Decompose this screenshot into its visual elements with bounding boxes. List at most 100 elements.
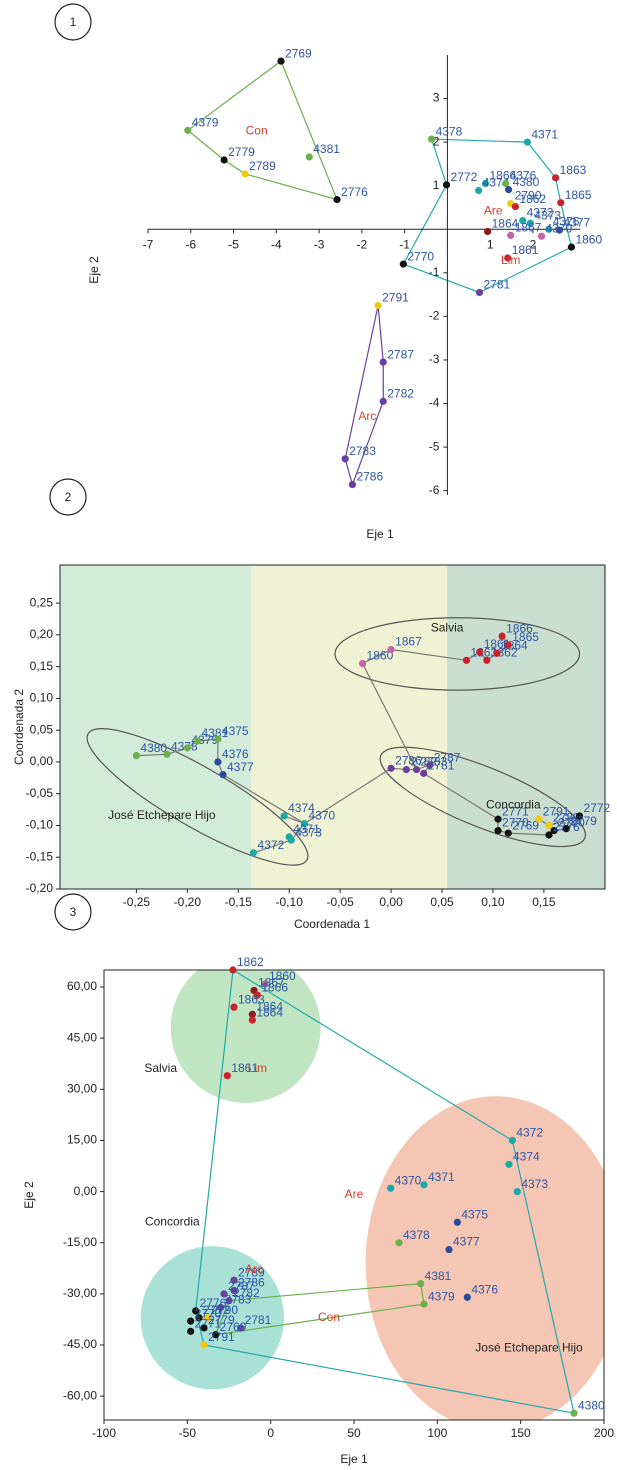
x-tick-label: -1 (399, 237, 410, 251)
point (387, 1184, 395, 1192)
group-ellipse (86, 728, 309, 866)
y-tick-label: 0,20 (30, 627, 54, 641)
point-label: 1867 (395, 635, 422, 649)
point (132, 751, 141, 760)
point-label: 2772 (584, 801, 611, 815)
y-tick-label: 2 (433, 134, 440, 148)
x-tick-label: 200 (594, 1426, 614, 1440)
point-label: 1861 (512, 243, 539, 257)
point-label: 4380 (140, 741, 167, 755)
point (504, 254, 512, 262)
background-region (251, 565, 448, 889)
point (570, 1409, 578, 1417)
group-label: José Etchepare Hijo (108, 808, 216, 822)
point (552, 174, 560, 182)
group-label: Arc (358, 409, 376, 423)
point-label: 2787 (387, 347, 414, 361)
group-label: José Etchepare Hijo (475, 1341, 583, 1355)
panel-badge (49, 478, 87, 516)
point (184, 126, 192, 134)
point (427, 135, 436, 143)
y-tick-label: 0,10 (30, 691, 54, 705)
point (463, 1293, 471, 1301)
point (475, 186, 483, 195)
panel-badge (54, 3, 92, 41)
y-tick-label: 3 (433, 91, 440, 105)
point-label: 2781 (245, 1313, 272, 1327)
y-tick-label: 60,00 (67, 979, 97, 993)
point-label: 1866 (261, 980, 288, 994)
y-tick-label: -6 (429, 483, 440, 497)
point (280, 812, 288, 820)
point-label: 4370 (308, 809, 335, 823)
point-label: 2779 (208, 1313, 235, 1327)
point-label: 2779 (228, 145, 255, 159)
point-label: 4380 (513, 175, 540, 189)
x-tick-label: 50 (347, 1426, 361, 1440)
point-label: 4372 (527, 206, 554, 220)
point (545, 225, 553, 233)
point (562, 825, 570, 833)
point-label: 2786 (238, 1276, 265, 1290)
point-label: 4373 (295, 825, 322, 839)
point-label: 4377 (563, 215, 590, 229)
y-tick-label: -0,20 (26, 881, 54, 895)
point (195, 1314, 203, 1322)
point (420, 1300, 428, 1308)
point (230, 1286, 238, 1295)
y-axis-title: Eje 2 (87, 256, 101, 284)
point (507, 231, 515, 239)
group-label: Con (246, 123, 268, 137)
point (412, 765, 421, 774)
x-axis-title: Coordenada 1 (294, 917, 370, 931)
point (494, 826, 502, 835)
background-region (447, 565, 605, 889)
point-label: 2770 (502, 816, 529, 830)
plot-area (60, 565, 605, 889)
point-label: 2769 (285, 46, 312, 60)
point-label: 4381 (313, 142, 340, 156)
group-ellipse (365, 1096, 604, 1420)
y-tick-label: -0,10 (26, 818, 54, 832)
point (300, 819, 309, 828)
point-label: 1864 (256, 999, 283, 1013)
x-tick-label: -2 (357, 237, 368, 251)
point-label: 2791 (382, 291, 409, 305)
point-label: 2771 (502, 804, 529, 818)
group-label: Con (318, 1310, 340, 1324)
point-label: 4371 (428, 1170, 455, 1184)
x-tick-label: -0,20 (174, 895, 202, 909)
point (504, 186, 513, 194)
x-tick-label: -100 (92, 1426, 116, 1440)
point-label: 2791 (543, 804, 570, 818)
x-tick-label: 150 (511, 1426, 531, 1440)
y-axis-title: Coordenada 2 (12, 689, 26, 765)
point (417, 1280, 425, 1288)
y-tick-label: 0,15 (30, 659, 54, 673)
connecting-line (253, 839, 292, 854)
point (504, 829, 512, 837)
panel-number: 3 (70, 905, 77, 919)
group-label: Are (345, 1187, 364, 1201)
point (442, 181, 451, 189)
x-tick-label: -4 (271, 237, 282, 251)
plot-area (140, 970, 604, 1420)
point (249, 849, 258, 857)
y-tick-label: -1 (429, 265, 440, 279)
point-label: 4376 (222, 747, 249, 761)
point (545, 821, 553, 830)
point-label: 4375 (222, 724, 249, 738)
point (498, 632, 506, 640)
point (445, 1245, 453, 1254)
point (214, 735, 222, 743)
point (253, 991, 261, 999)
point (187, 1317, 195, 1325)
plot-frame (59, 564, 606, 890)
point-label: 2781 (483, 278, 510, 292)
point (501, 179, 510, 188)
point (483, 656, 491, 664)
point-label: 1867 (515, 221, 542, 235)
point-label: 2790 (515, 189, 542, 203)
x-tick-label: -0,25 (123, 895, 151, 909)
point-label: 1864 (256, 1005, 283, 1019)
